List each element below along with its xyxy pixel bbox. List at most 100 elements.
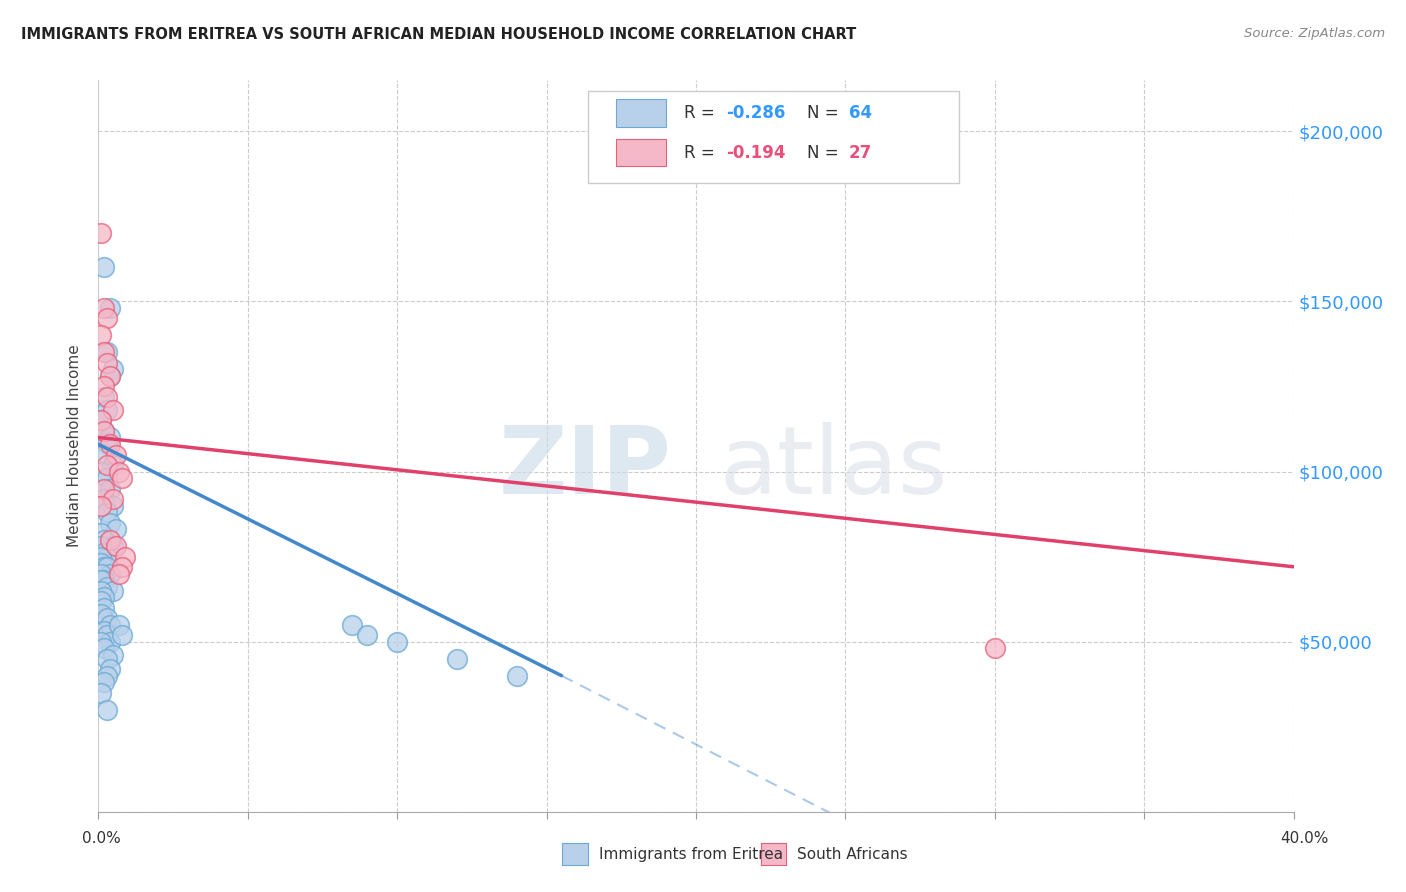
Point xyxy=(93,546,115,560)
Point xyxy=(96,580,118,594)
Point xyxy=(93,448,115,462)
Point xyxy=(96,668,118,682)
Text: -0.286: -0.286 xyxy=(725,104,785,122)
Text: N =: N = xyxy=(807,144,844,161)
Point xyxy=(96,345,118,359)
Point xyxy=(108,566,131,581)
Point xyxy=(90,583,112,598)
Point xyxy=(90,499,112,513)
Point xyxy=(96,611,118,625)
Point xyxy=(96,559,118,574)
Point xyxy=(103,491,125,506)
Point xyxy=(100,437,122,451)
Point xyxy=(90,686,112,700)
Point xyxy=(93,559,115,574)
Point xyxy=(93,491,115,506)
Point xyxy=(90,634,112,648)
FancyBboxPatch shape xyxy=(616,99,666,127)
Y-axis label: Median Household Income: Median Household Income xyxy=(67,344,83,548)
Point xyxy=(100,430,122,444)
Point xyxy=(103,458,125,472)
Point xyxy=(984,641,1007,656)
Point xyxy=(100,369,122,384)
FancyBboxPatch shape xyxy=(616,138,666,167)
Point xyxy=(90,549,112,564)
Point xyxy=(342,617,364,632)
Point xyxy=(105,448,128,462)
Point xyxy=(93,624,115,639)
Text: R =: R = xyxy=(685,144,720,161)
Point xyxy=(93,345,115,359)
Text: Source: ZipAtlas.com: Source: ZipAtlas.com xyxy=(1244,27,1385,40)
Point xyxy=(96,437,118,451)
Point xyxy=(90,499,112,513)
Text: Immigrants from Eritrea: Immigrants from Eritrea xyxy=(599,847,783,862)
Point xyxy=(100,369,122,384)
Point xyxy=(90,557,112,571)
Point xyxy=(96,458,118,472)
Text: IMMIGRANTS FROM ERITREA VS SOUTH AFRICAN MEDIAN HOUSEHOLD INCOME CORRELATION CHA: IMMIGRANTS FROM ERITREA VS SOUTH AFRICAN… xyxy=(21,27,856,42)
Point xyxy=(93,424,115,438)
Point xyxy=(90,525,112,540)
Point xyxy=(103,648,125,663)
Point xyxy=(100,566,122,581)
Point xyxy=(96,505,118,519)
Text: 40.0%: 40.0% xyxy=(1281,831,1329,846)
Point xyxy=(90,540,112,554)
Point xyxy=(105,522,128,536)
Point xyxy=(103,403,125,417)
FancyBboxPatch shape xyxy=(588,91,959,183)
Point xyxy=(90,594,112,608)
Point xyxy=(93,533,115,547)
Point xyxy=(93,260,115,275)
Point xyxy=(111,471,134,485)
Point xyxy=(96,651,118,665)
Point xyxy=(114,549,136,564)
Text: -0.194: -0.194 xyxy=(725,144,786,161)
Point xyxy=(100,516,122,530)
Point xyxy=(96,549,118,564)
Text: 64: 64 xyxy=(849,104,872,122)
Point xyxy=(93,390,115,404)
Point xyxy=(90,413,112,427)
Point xyxy=(100,617,122,632)
Point xyxy=(103,362,125,376)
Point xyxy=(96,390,118,404)
Point xyxy=(93,641,115,656)
Point xyxy=(90,607,112,622)
Point xyxy=(111,628,134,642)
Text: ZIP: ZIP xyxy=(499,422,672,514)
Point xyxy=(96,471,118,485)
Point xyxy=(100,482,122,496)
Point xyxy=(103,499,125,513)
Point xyxy=(90,227,112,241)
Point xyxy=(100,301,122,316)
Point xyxy=(96,311,118,326)
Point xyxy=(111,559,134,574)
Point xyxy=(96,403,118,417)
Point xyxy=(90,465,112,479)
Point xyxy=(90,328,112,343)
Point xyxy=(93,482,115,496)
Point xyxy=(93,675,115,690)
Point xyxy=(446,651,468,665)
Text: 27: 27 xyxy=(849,144,872,161)
Point xyxy=(90,566,112,581)
Point xyxy=(96,356,118,370)
Point xyxy=(93,591,115,605)
Point xyxy=(100,533,122,547)
Point xyxy=(96,628,118,642)
Point xyxy=(93,301,115,316)
Point xyxy=(93,600,115,615)
Point xyxy=(93,424,115,438)
Point xyxy=(93,574,115,588)
Text: atlas: atlas xyxy=(720,422,948,514)
Point xyxy=(100,662,122,676)
Point xyxy=(93,379,115,393)
Point xyxy=(356,628,378,642)
Point xyxy=(90,413,112,427)
Point xyxy=(103,540,125,554)
Text: R =: R = xyxy=(685,104,720,122)
Point xyxy=(100,634,122,648)
Point xyxy=(108,617,131,632)
